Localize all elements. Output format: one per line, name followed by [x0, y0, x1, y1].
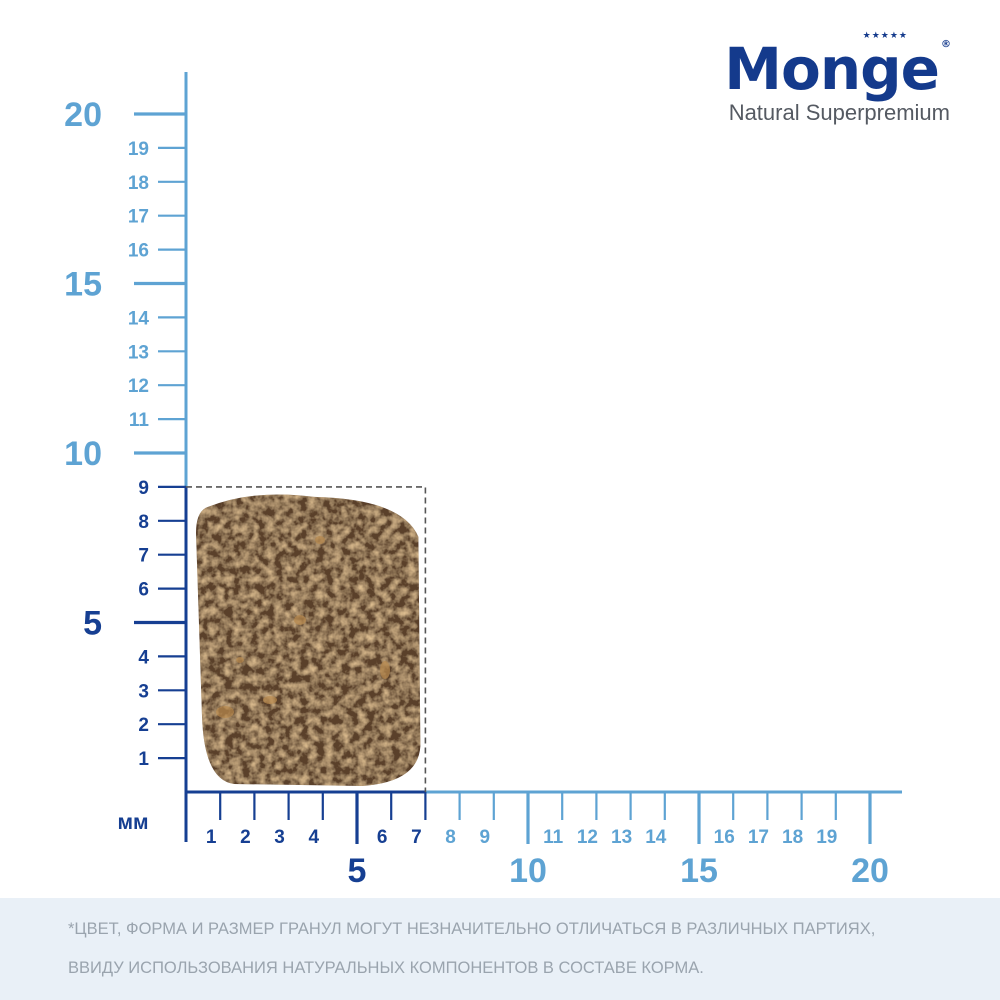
y-tick-label-15: 15 [64, 266, 102, 304]
disclaimer-line-2: ВВИДУ ИСПОЛЬЗОВАНИЯ НАТУРАЛЬНЫХ КОМПОНЕН… [68, 959, 704, 977]
size-highlight-box [186, 486, 427, 792]
x-tick-label-20: 20 [851, 852, 889, 890]
x-tick-label-4: 4 [309, 827, 320, 848]
registered-mark-icon: ® [941, 39, 951, 50]
y-tick-label-16: 16 [128, 241, 149, 262]
x-tick-label-11: 11 [543, 827, 564, 848]
y-tick-label-3: 3 [138, 681, 149, 702]
x-tick-label-2: 2 [240, 827, 251, 848]
y-tick-label-17: 17 [128, 207, 149, 228]
y-tick-label-13: 13 [128, 342, 149, 363]
x-tick-label-17: 17 [748, 827, 769, 848]
x-tick-label-7: 7 [411, 827, 422, 848]
x-tick-label-13: 13 [611, 827, 632, 848]
y-tick-label-14: 14 [128, 308, 150, 329]
brand-stars-icon: ★★★★★ [862, 31, 908, 41]
x-tick-label-18: 18 [782, 827, 803, 848]
x-tick-label-15: 15 [680, 852, 718, 890]
disclaimer-line-1: *ЦВЕТ, ФОРМА И РАЗМЕР ГРАНУЛ МОГУТ НЕЗНА… [68, 920, 876, 938]
kibble-fleck-2 [263, 696, 277, 704]
y-tick-label-19: 19 [128, 139, 149, 160]
x-tick-label-14: 14 [645, 827, 667, 848]
y-tick-label-5: 5 [83, 605, 102, 643]
kibble-fleck-6 [236, 657, 244, 663]
y-tick-label-8: 8 [138, 512, 149, 533]
y-tick-label-18: 18 [128, 173, 149, 194]
x-tick-label-5: 5 [348, 852, 367, 890]
x-tick-label-10: 10 [509, 852, 547, 890]
kibble-fleck-1 [216, 706, 234, 718]
x-tick-label-6: 6 [377, 827, 388, 848]
y-tick-label-20: 20 [64, 96, 102, 134]
brand-tagline: Natural Superpremium [728, 100, 950, 125]
x-tick-label-16: 16 [714, 827, 735, 848]
brand-name: Monge [724, 35, 940, 103]
y-tick-label-7: 7 [138, 546, 149, 567]
x-tick-label-8: 8 [445, 827, 456, 848]
brand-logo: ★★★★★ Monge ® Natural Superpremium [690, 32, 951, 126]
x-tick-label-3: 3 [274, 827, 285, 848]
y-tick-label-12: 12 [128, 376, 149, 397]
kibble-layer [196, 494, 421, 786]
brand-wordmark: ★★★★★ Monge ® [724, 32, 951, 99]
kibble-image [196, 494, 421, 786]
axes-group [134, 72, 902, 844]
x-tick-label-19: 19 [816, 827, 837, 848]
x-tick-label-12: 12 [577, 827, 598, 848]
y-tick-label-6: 6 [138, 580, 149, 601]
y-tick-label-9: 9 [138, 478, 149, 499]
kibble-fleck-5 [294, 615, 306, 625]
unit-label: мм [117, 811, 148, 834]
x-tick-label-1: 1 [206, 827, 217, 848]
y-tick-label-2: 2 [138, 715, 149, 736]
x-tick-label-9: 9 [480, 827, 491, 848]
y-tick-label-4: 4 [138, 647, 149, 668]
y-tick-label-1: 1 [138, 749, 149, 770]
y-tick-label-10: 10 [64, 435, 102, 473]
kibble-fleck-4 [315, 536, 325, 544]
y-tick-label-11: 11 [129, 410, 150, 431]
disclaimer-footer: *ЦВЕТ, ФОРМА И РАЗМЕР ГРАНУЛ МОГУТ НЕЗНА… [0, 898, 1000, 1000]
kibble-fleck-3 [380, 661, 390, 679]
